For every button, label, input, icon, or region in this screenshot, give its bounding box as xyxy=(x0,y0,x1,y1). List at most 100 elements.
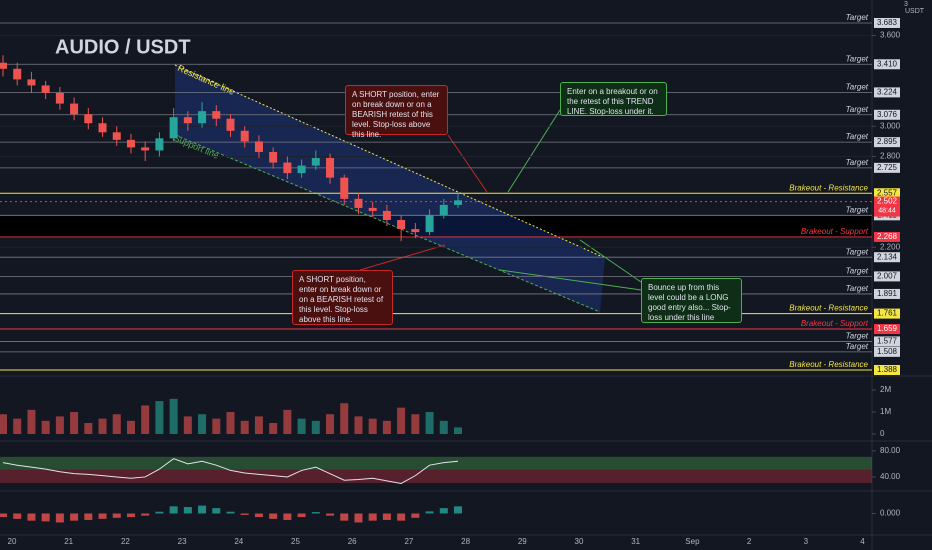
rsi-band-lower xyxy=(0,469,872,483)
y-tick-label: 3.000 xyxy=(880,121,901,130)
candle-body xyxy=(84,114,93,124)
y-tick-label: 0 xyxy=(880,429,885,438)
volume-bar xyxy=(368,418,377,434)
volume-bar xyxy=(297,418,306,434)
volume-bar xyxy=(269,423,278,434)
x-tick-label: 23 xyxy=(178,537,187,546)
level-text: Target xyxy=(846,284,869,293)
macd-bar xyxy=(98,513,107,519)
macd-bar xyxy=(55,513,64,523)
price-box xyxy=(874,252,900,263)
y-tick-label: 40.00 xyxy=(880,472,901,481)
countdown: 48:44 xyxy=(878,207,896,214)
last-price-box xyxy=(874,196,900,217)
y-tick-label: 0.000 xyxy=(880,509,901,518)
annotation: A SHORT position, enter on break down or… xyxy=(292,270,393,325)
macd-bar xyxy=(397,513,406,521)
candle-body xyxy=(411,229,420,233)
candle-body xyxy=(183,117,192,124)
macd-bar xyxy=(283,513,292,520)
candle-body xyxy=(240,130,249,142)
price-box xyxy=(874,346,900,357)
annotation: Enter on a breakout or on the retest of … xyxy=(560,82,667,116)
candle-body xyxy=(454,200,462,205)
candle-body xyxy=(13,68,22,80)
level-text: Target xyxy=(846,247,869,256)
macd-bar xyxy=(254,513,263,518)
x-tick-label: Sep xyxy=(685,537,700,546)
candle-body xyxy=(439,204,448,216)
candle-body xyxy=(368,207,377,211)
volume-bar xyxy=(240,420,249,434)
x-tick-label: 4 xyxy=(860,537,865,546)
candle-body xyxy=(397,220,406,230)
price-box xyxy=(874,288,900,299)
price-label: 3.076 xyxy=(877,110,898,119)
candle-body xyxy=(155,138,164,151)
level-text: Target xyxy=(846,105,869,114)
price-box xyxy=(874,324,900,335)
candle-body xyxy=(254,141,263,152)
volume-bar xyxy=(13,418,22,434)
price-label: 1.761 xyxy=(877,309,898,318)
candle-body xyxy=(226,118,235,131)
resistance-line xyxy=(174,64,606,259)
macd-bar xyxy=(269,513,278,519)
dark-band xyxy=(0,216,872,238)
currency: USDT xyxy=(905,8,925,15)
volume-bar xyxy=(183,416,192,434)
x-tick-label: 2 xyxy=(747,537,752,546)
price-box xyxy=(874,231,900,242)
volume-bar xyxy=(254,416,263,434)
price-box xyxy=(874,162,900,173)
volume-bar xyxy=(141,405,150,434)
x-tick-label: 25 xyxy=(291,537,300,546)
volume-bar xyxy=(454,427,462,434)
x-tick-label: 21 xyxy=(64,537,73,546)
x-tick-label: 30 xyxy=(575,537,584,546)
macd-bar xyxy=(354,513,363,523)
price-box xyxy=(874,271,900,282)
volume-bar xyxy=(397,407,406,434)
pointer xyxy=(507,109,561,193)
level-text: Target xyxy=(846,205,869,214)
price-label: 1.508 xyxy=(877,347,898,356)
x-tick-label: 28 xyxy=(461,537,470,546)
y-tick-label: 80.00 xyxy=(880,446,901,455)
x-tick-label: 31 xyxy=(631,537,640,546)
volume-bar xyxy=(425,412,434,434)
price-label: 1.891 xyxy=(877,289,898,298)
macd-bar xyxy=(382,513,391,520)
volume-bar xyxy=(155,401,164,434)
volume-bar xyxy=(0,414,7,434)
price-label: 2.268 xyxy=(877,232,898,241)
volume-bar xyxy=(70,412,79,434)
candle-body xyxy=(198,111,207,124)
candle-body xyxy=(41,85,50,93)
volume-bar xyxy=(283,409,292,434)
candle-body xyxy=(169,117,178,139)
macd-bar xyxy=(112,513,121,518)
level-text: Brakeout - Support xyxy=(801,227,869,236)
y-tick-label: 2.200 xyxy=(880,242,901,251)
macd-bar xyxy=(198,505,207,514)
y-tick-label: 3.600 xyxy=(880,31,901,40)
volume-bar xyxy=(98,418,107,434)
level-text: Target xyxy=(846,332,869,341)
macd-bar xyxy=(169,506,178,514)
price-box xyxy=(874,336,900,347)
candle-body xyxy=(126,139,135,148)
price-label: 2.725 xyxy=(877,163,898,172)
x-tick-label: 24 xyxy=(234,537,243,546)
volume-bar xyxy=(126,420,135,434)
candle-body xyxy=(311,158,320,166)
price-box xyxy=(874,308,900,319)
level-text: Brakeout - Support xyxy=(801,319,869,328)
candle-body xyxy=(212,111,221,119)
x-tick-label: 22 xyxy=(121,537,130,546)
macd-bar xyxy=(368,513,377,521)
macd-bar xyxy=(183,507,192,514)
level-text: Target xyxy=(846,267,869,276)
